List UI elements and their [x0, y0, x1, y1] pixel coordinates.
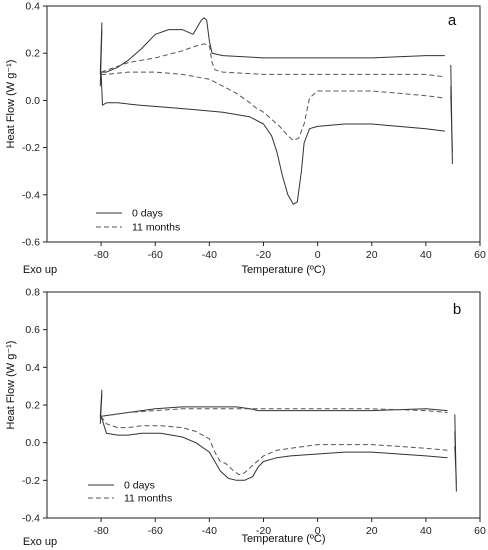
- chart-panel-b: -80 -60 -40 -20 0 20 40 60 0.8 0.6 0.4 0.2 0.0 -0.2 -0…: [5, 287, 486, 549]
- panel-label: a: [448, 12, 457, 29]
- series-line-0-days-return-trace: [101, 406, 448, 417]
- legend-label-11-months: 11 months: [124, 493, 172, 505]
- x-tick-label: -20: [256, 249, 271, 261]
- x-tick-label: 60: [474, 525, 486, 537]
- series-line-0-days: [100, 416, 448, 481]
- x-tick-label: -60: [148, 525, 163, 537]
- series-line-11-months: [101, 71, 445, 141]
- x-axis-label: Temperature (ºC): [241, 264, 325, 276]
- end-transient-spike: [450, 64, 453, 165]
- y-tick-label: 0.0: [25, 437, 40, 449]
- series-line-11-months-return-trace: [101, 408, 448, 417]
- exo-up-note: Exo up: [23, 264, 57, 276]
- y-tick-label: -0.6: [22, 237, 40, 249]
- x-tick-label: 20: [366, 525, 378, 537]
- y-tick-label: 0.0: [25, 95, 40, 107]
- x-axis-label: Temperature (ºC): [241, 533, 325, 545]
- x-tick-label: -80: [94, 249, 109, 261]
- y-axis-label: Heat Flow (W g⁻¹): [5, 341, 17, 430]
- x-tick-label: 60: [474, 249, 486, 261]
- series-line-11-months: [100, 416, 448, 476]
- x-tick-label: 40: [420, 525, 432, 537]
- y-tick-label: 0.4: [25, 1, 40, 13]
- x-tick-label: -40: [202, 525, 217, 537]
- legend-label-0-days: 0 days: [124, 480, 155, 492]
- series-line-0-days: [100, 72, 445, 205]
- end-transient-spike: [454, 414, 457, 492]
- x-tick-label: 0: [315, 249, 321, 261]
- y-tick-label: 0.4: [25, 362, 40, 374]
- y-tick-label: -0.4: [22, 189, 40, 201]
- x-tick-label: -40: [202, 249, 217, 261]
- panel-label: b: [453, 301, 461, 318]
- legend-label-0-days: 0 days: [132, 208, 163, 220]
- x-tick-label: 20: [366, 249, 378, 261]
- plot-frame: [46, 291, 481, 519]
- y-tick-label: -0.2: [22, 142, 40, 154]
- legend: 0 days 11 months: [96, 208, 180, 234]
- exo-up-note: Exo up: [23, 536, 57, 548]
- y-tick-label: 0.6: [25, 324, 40, 336]
- y-tick-label: 0.2: [25, 48, 40, 60]
- series-line-0-days-return-trace: [101, 17, 445, 73]
- x-tick-label: -60: [148, 249, 163, 261]
- series-line-11-months-return-trace: [100, 43, 445, 78]
- x-tick-label: 0: [315, 525, 321, 537]
- y-tick-label: 0.2: [25, 400, 40, 412]
- start-transient-spike: [99, 22, 103, 87]
- y-tick-label: 0.8: [25, 287, 40, 299]
- x-tick-label: -80: [94, 525, 109, 537]
- x-tick-label: -20: [256, 525, 271, 537]
- chart-panel-a: -80 -60 -40 -20 0 20 40 60 0.4 0.2 0.0 -0.2 -0.4 -0.6…: [5, 1, 486, 277]
- legend-label-11-months: 11 months: [132, 222, 180, 234]
- start-transient-spike: [99, 389, 103, 424]
- y-axis-label: Heat Flow (W g⁻¹): [5, 60, 17, 149]
- y-tick-label: -0.4: [22, 513, 40, 525]
- x-tick-label: 40: [420, 249, 432, 261]
- y-tick-label: -0.2: [22, 475, 40, 487]
